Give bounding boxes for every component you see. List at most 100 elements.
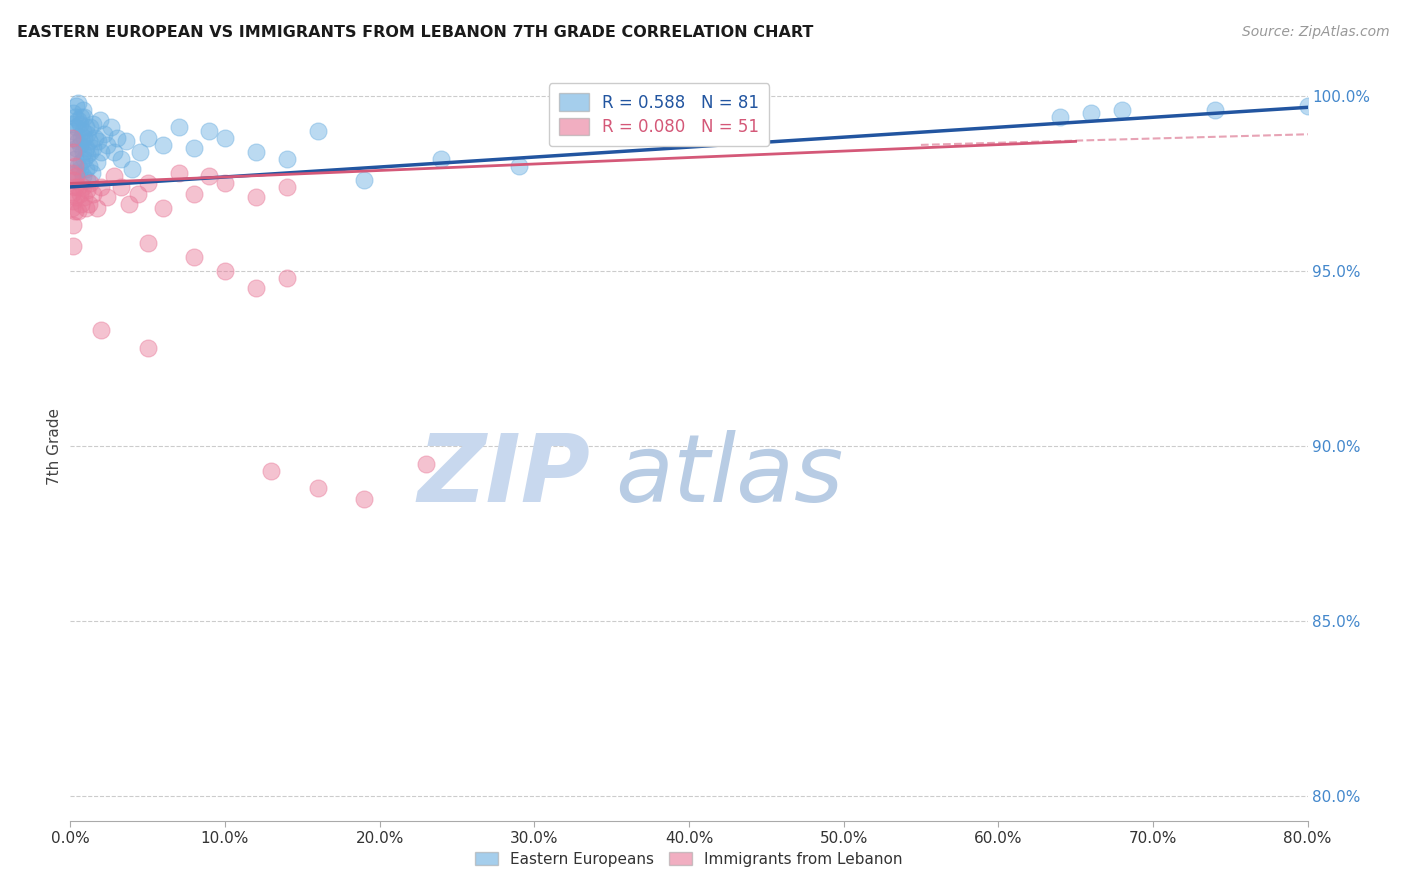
Point <box>79 145 101 159</box>
Point <box>183 141 205 155</box>
Point <box>65 99 87 113</box>
Text: atlas: atlas <box>614 431 844 522</box>
Point <box>79 177 101 191</box>
Point <box>72 169 94 184</box>
Point <box>67 204 90 219</box>
Point <box>1080 106 1102 120</box>
Point <box>60 131 83 145</box>
Point <box>69 117 91 131</box>
Point <box>69 186 91 201</box>
Point <box>1296 99 1319 113</box>
Point <box>76 183 98 197</box>
Point <box>430 152 453 166</box>
Point <box>75 141 97 155</box>
Point <box>82 117 105 131</box>
Point <box>276 152 298 166</box>
Point <box>1204 103 1226 117</box>
Point <box>245 145 267 159</box>
Point <box>60 166 83 180</box>
Point <box>86 155 108 169</box>
Point <box>77 159 100 173</box>
Point <box>118 197 141 211</box>
Text: EASTERN EUROPEAN VS IMMIGRANTS FROM LEBANON 7TH GRADE CORRELATION CHART: EASTERN EUROPEAN VS IMMIGRANTS FROM LEBA… <box>17 25 813 40</box>
Point <box>65 120 87 135</box>
Point <box>276 271 298 285</box>
Point <box>79 120 101 135</box>
Point <box>65 141 87 155</box>
Point <box>62 239 84 253</box>
Point <box>84 131 107 145</box>
Legend: R = 0.588   N = 81, R = 0.080   N = 51: R = 0.588 N = 81, R = 0.080 N = 51 <box>548 84 769 146</box>
Point <box>136 131 159 145</box>
Point <box>73 131 96 145</box>
Point <box>70 155 93 169</box>
Text: Source: ZipAtlas.com: Source: ZipAtlas.com <box>1241 25 1389 39</box>
Point <box>136 235 159 250</box>
Point <box>75 201 97 215</box>
Point <box>1358 99 1381 113</box>
Point <box>60 201 83 215</box>
Point <box>76 173 98 187</box>
Point <box>76 148 98 162</box>
Point <box>60 117 83 131</box>
Point <box>214 131 236 145</box>
Point <box>214 177 236 191</box>
Point <box>1389 99 1406 113</box>
Point <box>508 159 530 173</box>
Point <box>63 180 86 194</box>
Point <box>276 180 298 194</box>
Point <box>353 173 375 187</box>
Point <box>70 197 93 211</box>
Point <box>69 137 91 152</box>
Point <box>70 131 93 145</box>
Point <box>1312 103 1334 117</box>
Point <box>353 491 375 506</box>
Point <box>93 128 115 142</box>
Point <box>77 135 100 149</box>
Point <box>62 145 84 159</box>
Point <box>75 162 97 177</box>
Point <box>76 128 98 142</box>
Point <box>65 190 87 204</box>
Point <box>96 190 118 204</box>
Point <box>67 95 90 110</box>
Text: ZIP: ZIP <box>418 430 591 522</box>
Point <box>100 120 122 135</box>
Point <box>65 169 87 184</box>
Point <box>63 204 86 219</box>
Point <box>1049 110 1071 124</box>
Point <box>75 120 97 135</box>
Point <box>62 219 84 233</box>
Point <box>152 201 174 215</box>
Point <box>90 180 112 194</box>
Point <box>103 169 125 184</box>
Point <box>86 201 108 215</box>
Point <box>307 124 329 138</box>
Point <box>67 135 90 149</box>
Point <box>70 110 93 124</box>
Point <box>245 281 267 295</box>
Point <box>73 152 96 166</box>
Point <box>62 194 84 208</box>
Point <box>62 173 84 187</box>
Y-axis label: 7th Grade: 7th Grade <box>46 408 62 484</box>
Point <box>245 190 267 204</box>
Point <box>214 264 236 278</box>
Point <box>183 186 205 201</box>
Point <box>90 323 112 337</box>
Point <box>110 152 132 166</box>
Point <box>127 186 149 201</box>
Point <box>183 250 205 264</box>
Point <box>80 166 103 180</box>
Point <box>96 137 118 152</box>
Point <box>73 190 96 204</box>
Point <box>67 180 90 194</box>
Point <box>115 135 138 149</box>
Point <box>167 120 190 135</box>
Point <box>82 186 105 201</box>
Point <box>1374 99 1396 113</box>
Point <box>198 169 221 184</box>
Point <box>89 113 111 128</box>
Point <box>121 162 143 177</box>
Point <box>63 173 86 187</box>
